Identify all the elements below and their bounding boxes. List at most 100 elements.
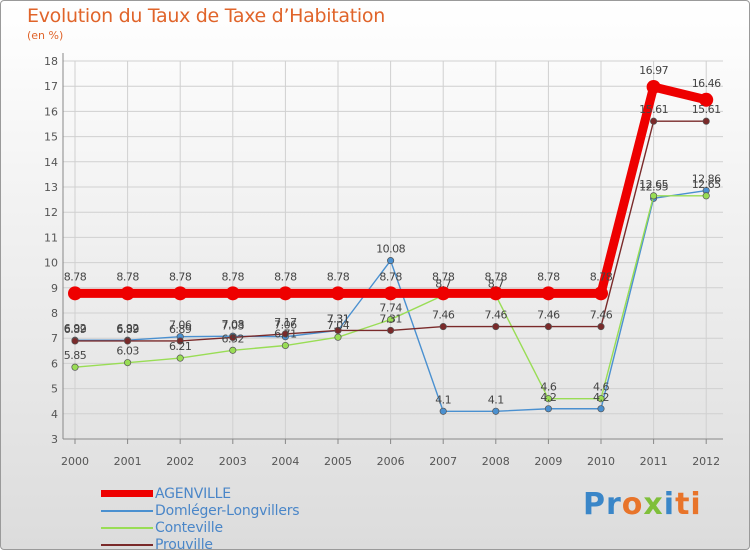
x-tick-label: 2007 xyxy=(429,455,457,468)
data-point xyxy=(492,323,500,331)
data-point xyxy=(334,333,342,341)
data-label: 7.31 xyxy=(327,312,350,325)
legend-label: AGENVILLE xyxy=(155,485,231,502)
data-label: 8.78 xyxy=(537,270,560,283)
data-point xyxy=(488,286,503,301)
data-label: 8.78 xyxy=(116,270,139,283)
data-point xyxy=(229,333,237,341)
logo-part: ti xyxy=(675,487,702,522)
data-label: 4.1 xyxy=(435,393,451,406)
y-tick-label: 8 xyxy=(51,307,58,320)
logo-part: o xyxy=(621,487,644,522)
y-tick-label: 18 xyxy=(44,55,58,68)
data-point xyxy=(229,346,237,354)
y-tick-label: 14 xyxy=(44,156,58,169)
legend-item: AGENVILLE xyxy=(101,485,299,502)
data-label: 4.1 xyxy=(488,393,504,406)
data-label: 7.17 xyxy=(274,316,297,329)
data-label: 15.61 xyxy=(639,103,668,116)
data-point xyxy=(439,323,447,331)
data-label: 7.46 xyxy=(590,309,613,322)
data-point xyxy=(492,407,500,415)
data-label: 8.78 xyxy=(274,270,297,283)
data-point xyxy=(439,407,447,415)
data-label: 12.65 xyxy=(639,178,668,191)
data-point xyxy=(544,405,552,413)
data-label: 6.71 xyxy=(274,328,297,341)
data-label: 6.89 xyxy=(169,323,192,336)
series-lines xyxy=(68,79,714,415)
data-label: 6.92 xyxy=(64,322,87,335)
legend-item: Domléger-Longvillers xyxy=(101,502,300,519)
data-point xyxy=(646,79,661,94)
data-point xyxy=(176,354,184,362)
data-label: 8.78 xyxy=(327,270,350,283)
data-label: 6.92 xyxy=(116,322,139,335)
data-point xyxy=(597,395,605,403)
data-point xyxy=(281,330,289,338)
legend-item: Conteville xyxy=(101,519,299,536)
data-label: 7.04 xyxy=(327,319,350,332)
data-label: 4.2 xyxy=(540,391,556,404)
data-label: 6.89 xyxy=(64,323,87,336)
x-tick-label: 2010 xyxy=(587,455,615,468)
data-point xyxy=(702,117,710,125)
data-label: 12.65 xyxy=(692,178,721,191)
tick-labels: 3 4 5 6 7 8 9 10 11 12 13 14 15 16 17 18 2000 2001 2002 200… xyxy=(44,55,720,468)
data-label: 8.78 xyxy=(432,270,455,283)
data-label: 7.46 xyxy=(537,309,560,322)
data-label: 8.7 xyxy=(488,277,504,290)
legend: AGENVILLE Domléger-Longvillers Conteville P… xyxy=(101,485,300,553)
axes xyxy=(62,53,723,444)
data-point xyxy=(71,363,79,371)
data-label: 16.46 xyxy=(692,77,721,90)
x-tick-label: 2000 xyxy=(61,455,89,468)
legend-swatch xyxy=(101,526,153,529)
data-point xyxy=(383,286,398,301)
data-label: 6.52 xyxy=(222,332,245,345)
data-point xyxy=(699,92,714,107)
data-point xyxy=(331,286,345,301)
data-label: 7.06 xyxy=(169,319,192,332)
data-point xyxy=(436,286,451,301)
data-point xyxy=(387,326,395,334)
data-point xyxy=(650,117,658,125)
data-point xyxy=(544,395,552,403)
legend-swatch xyxy=(101,543,153,546)
chart-subtitle: (en %) xyxy=(27,29,64,42)
data-label: 16.97 xyxy=(639,64,668,77)
x-tick-label: 2008 xyxy=(482,455,510,468)
data-point xyxy=(334,326,342,334)
data-label: 6.21 xyxy=(169,340,192,353)
data-label: 8.78 xyxy=(590,270,613,283)
y-tick-label: 17 xyxy=(44,80,58,93)
x-tick-label: 2001 xyxy=(114,455,142,468)
data-point xyxy=(544,323,552,331)
data-label: 7.74 xyxy=(379,302,402,315)
data-label: 7.46 xyxy=(432,309,455,322)
data-point xyxy=(387,316,395,324)
data-point xyxy=(594,286,608,301)
data-label: 7.08 xyxy=(222,318,245,331)
data-label: 5.85 xyxy=(64,349,87,362)
data-point xyxy=(71,337,79,345)
data-point xyxy=(541,286,556,301)
data-point xyxy=(597,323,605,331)
data-label: 8.7 xyxy=(435,277,451,290)
x-tick-label: 2009 xyxy=(534,455,562,468)
y-tick-label: 10 xyxy=(44,257,58,270)
y-tick-label: 6 xyxy=(51,357,58,370)
data-label: 7.03 xyxy=(222,319,245,332)
data-label: 7.31 xyxy=(327,312,350,325)
data-point xyxy=(124,359,132,367)
data-label: 4.6 xyxy=(540,381,556,394)
legend-label: Domléger-Longvillers xyxy=(155,502,300,519)
legend-label: Prouville xyxy=(155,536,213,553)
data-label: 8.78 xyxy=(379,270,402,283)
x-tick-label: 2012 xyxy=(692,455,720,468)
data-label: 15.61 xyxy=(692,103,721,116)
data-point xyxy=(173,286,188,301)
y-tick-label: 5 xyxy=(51,383,58,396)
